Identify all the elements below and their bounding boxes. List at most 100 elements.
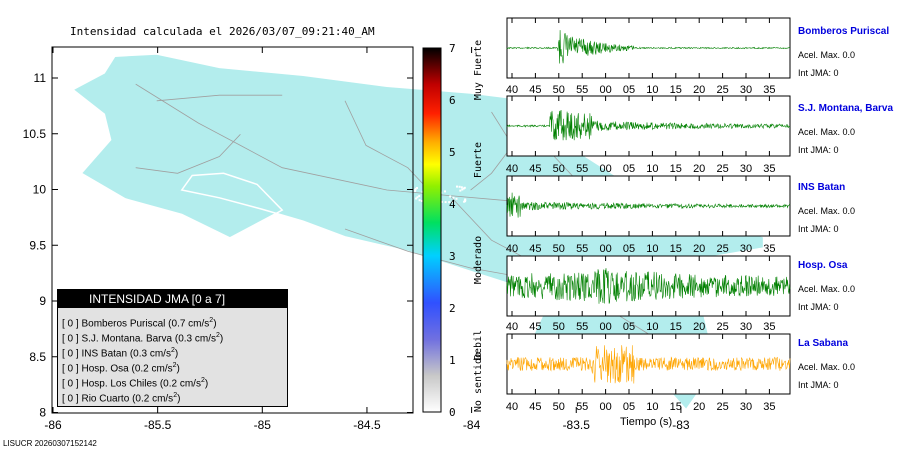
- time-tick: 30: [740, 243, 752, 255]
- time-tick: 45: [529, 401, 541, 413]
- station-max-accel: Acel. Max. 0.0: [798, 127, 856, 137]
- time-tick: 20: [693, 163, 705, 175]
- map-title: Intensidad calculada el 2026/03/07_09:21…: [70, 25, 375, 38]
- legend-row-station: S.J. Montana. Barva: [81, 333, 173, 345]
- time-tick: 40: [506, 84, 518, 96]
- waveform-trace: [506, 110, 791, 141]
- time-tick: 25: [716, 84, 728, 96]
- legend-row-accel: (0.2 cm/s: [159, 378, 201, 390]
- colorbar-label: Debil: [473, 330, 484, 360]
- legend-row: [ 0 ] S.J. Montana. Barva (0.3 cm/s2): [58, 328, 287, 345]
- time-tick: 45: [529, 163, 541, 175]
- station-max-accel: Acel. Max. 0.0: [798, 206, 856, 216]
- colorbar-tick: 1: [449, 354, 456, 367]
- time-tick: 45: [529, 243, 541, 255]
- station-jma-intensity: Int JMA: 0: [798, 68, 839, 78]
- time-tick: 30: [740, 163, 752, 175]
- station-jma-intensity: Int JMA: 0: [798, 224, 839, 234]
- time-tick: 15: [670, 401, 682, 413]
- waveform-trace: [506, 30, 791, 64]
- time-tick: 55: [576, 163, 588, 175]
- station-name: Bomberos Puriscal: [798, 26, 890, 37]
- time-tick: 15: [670, 321, 682, 333]
- legend-row-level: [ 0 ]: [62, 363, 79, 375]
- time-tick: 50: [553, 401, 565, 413]
- legend-row: [ 0 ] Hosp. Osa (0.2 cm/s2): [58, 358, 287, 375]
- time-tick: 15: [670, 243, 682, 255]
- time-tick: 40: [506, 163, 518, 175]
- legend-row-close: ): [177, 393, 181, 405]
- legend-row-close: ): [204, 378, 209, 390]
- legend-row-close: ): [176, 363, 180, 375]
- legend-row-accel: (0.3 cm/s: [129, 348, 171, 360]
- time-tick: 00: [599, 163, 611, 175]
- colorbar-tick: 5: [449, 146, 456, 159]
- colorbar-tick: 4: [449, 198, 456, 211]
- time-tick: 30: [740, 84, 752, 96]
- legend-row: [ 0 ] Bomberos Puriscal (0.7 cm/s2): [58, 313, 287, 330]
- colorbar-tick: 0: [449, 406, 456, 419]
- time-tick: 15: [670, 84, 682, 96]
- map-y-tick: 11: [34, 71, 47, 85]
- time-tick: 10: [646, 84, 658, 96]
- station-jma-intensity: Int JMA: 0: [798, 145, 839, 155]
- station-jma-intensity: Int JMA: 0: [798, 380, 839, 390]
- time-tick: 45: [529, 321, 541, 333]
- time-tick: 25: [716, 321, 728, 333]
- time-tick: 25: [716, 401, 728, 413]
- map-x-tick: -85: [254, 418, 272, 432]
- legend-row-unit-exponent: 2: [170, 347, 175, 354]
- time-tick: 40: [506, 401, 518, 413]
- time-tick: 00: [599, 321, 611, 333]
- legend-row-level: [ 0 ]: [62, 348, 79, 360]
- waveform-trace: [506, 268, 791, 304]
- time-tick: 30: [740, 321, 752, 333]
- time-tick: 30: [740, 401, 752, 413]
- time-tick: 35: [763, 163, 775, 175]
- legend-row-accel: (0.2 cm/s: [131, 363, 173, 375]
- map-y-tick: 10.5: [23, 127, 47, 141]
- legend-row-accel: (0.2 cm/s: [132, 393, 174, 405]
- time-tick: 05: [623, 243, 635, 255]
- legend-row-level: [ 0 ]: [62, 318, 79, 330]
- time-tick: 35: [763, 321, 775, 333]
- legend-row-unit-exponent: 2: [209, 317, 214, 324]
- station-max-accel: Acel. Max. 0.0: [798, 362, 856, 372]
- time-tick: 00: [599, 243, 611, 255]
- time-tick: 20: [693, 243, 705, 255]
- time-tick: 05: [623, 321, 635, 333]
- legend-row-close: ): [213, 318, 217, 330]
- map-y-tick: 8.5: [29, 350, 46, 364]
- time-tick: 10: [646, 401, 658, 413]
- time-tick: 10: [646, 243, 658, 255]
- station-max-accel: Acel. Max. 0.0: [798, 284, 856, 294]
- legend-row-level: [ 0 ]: [62, 378, 79, 390]
- station-name: INS Batan: [798, 182, 846, 193]
- legend-row-station: Bomberos Puriscal: [81, 318, 166, 330]
- legend-row-unit-exponent: 2: [172, 362, 177, 369]
- legend-row-station: Rio Cuarto: [81, 393, 130, 405]
- time-tick: 25: [716, 243, 728, 255]
- legend-row-close: ): [174, 348, 179, 360]
- time-tick: 40: [506, 321, 518, 333]
- time-tick: 25: [716, 163, 728, 175]
- time-tick: 40: [506, 243, 518, 255]
- colorbar-label: Fuerte: [473, 142, 484, 178]
- station-jma-intensity: Int JMA: 0: [798, 302, 839, 312]
- colorbar-tick: 7: [449, 42, 456, 55]
- time-tick: 20: [693, 401, 705, 413]
- time-tick: 35: [763, 401, 775, 413]
- legend-header: INTENSIDAD JMA [0 a 7]: [58, 290, 287, 308]
- time-tick: 00: [599, 84, 611, 96]
- map-y-tick: 9.5: [29, 238, 46, 252]
- legend-row: [ 0 ] INS Batan (0.3 cm/s2): [58, 343, 287, 360]
- map-x-tick: -86: [44, 418, 62, 432]
- time-tick: 50: [553, 84, 565, 96]
- time-tick: 50: [553, 243, 565, 255]
- legend-row: [ 0 ] Hosp. Los Chiles (0.2 cm/s2): [58, 373, 287, 390]
- legend-row-unit-exponent: 2: [215, 332, 220, 339]
- map-y-tick: 9: [39, 294, 46, 308]
- time-tick: 10: [646, 321, 658, 333]
- legend-row-accel: (0.3 cm/s: [174, 333, 216, 345]
